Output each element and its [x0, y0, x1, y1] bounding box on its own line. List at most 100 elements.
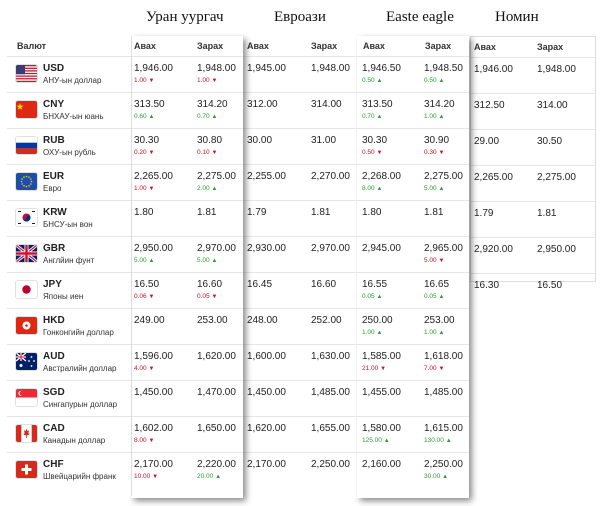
arrow-up-icon: ▲ [148, 114, 155, 120]
change-down-badge: 0.10 ▼ [197, 149, 218, 156]
sell-rate: 1,948.50 [424, 63, 463, 74]
currency-row-hkd: HKD Гонконгийн доллар [7, 308, 131, 345]
currency-name: БНСУ-ын вон [43, 220, 93, 229]
sell-rate: 253.00 [197, 315, 228, 326]
rate-row: 2,950.00 2,970.00 5.00 ▲ 5.00 ▲ [131, 236, 243, 273]
rate-row: 16.45 16.60 [244, 272, 356, 309]
rate-row: 30.30 30.80 0.20 ▼ 0.10 ▼ [131, 128, 243, 165]
buy-rate: 1,620.00 [247, 423, 286, 434]
sell-rate: 16.50 [537, 280, 563, 291]
gb-flag-icon [16, 245, 37, 262]
arrow-down-icon: ▼ [438, 366, 445, 372]
currency-row-jpy: JPY Японы иен [7, 272, 131, 309]
buy-rate: 1,600.00 [247, 351, 286, 362]
buy-rate: 313.50 [134, 99, 165, 110]
sell-rate: 1.81 [311, 207, 331, 218]
sell-rate: 16.60 [197, 279, 223, 290]
rate-row: 1,596.00 1,620.00 4.00 ▼ [131, 344, 243, 381]
sell-rate: 1,948.00 [197, 63, 236, 74]
sell-rate: 253.00 [424, 315, 455, 326]
currency-code: GBR [43, 243, 66, 254]
arrow-up-icon: ▲ [438, 186, 445, 192]
change-up-badge: 0.60 ▲ [134, 113, 155, 120]
arrow-up-icon: ▲ [211, 258, 218, 264]
rate-row: 1,585.00 1,618.00 21.00 ▼ 7.00 ▼ [357, 344, 469, 381]
arrow-down-icon: ▼ [376, 150, 383, 156]
currency-row-aud: AUD Австралийн доллар [7, 344, 131, 381]
buy-rate: 16.50 [134, 279, 160, 290]
buy-rate: 1,580.00 [362, 423, 401, 434]
cn-flag-icon [16, 101, 37, 118]
currency-row-gbr: GBR Англйин фунт [7, 236, 131, 273]
sell-rate: 2,250.00 [424, 459, 463, 470]
change-up-badge: 130.00 ▲ [424, 437, 452, 444]
buy-rate: 2,255.00 [247, 171, 286, 182]
sell-rate: 1,618.00 [424, 351, 463, 362]
sell-rate: 314.00 [311, 99, 342, 110]
bank-column-eagle: Авах Зарах 1,946.50 1,948.50 0.50 ▲ 0.50 ▲ 3… [357, 36, 469, 498]
currency-code: JPY [43, 279, 62, 290]
change-up-badge: 5.00 ▲ [134, 257, 155, 264]
currency-column: Валют USD АНУ-ын доллар CNY БНХАУ-ын юань RU… [7, 36, 132, 496]
eu-flag-icon [16, 173, 37, 190]
arrow-up-icon: ▲ [438, 330, 445, 336]
change-up-badge: 125.00 ▲ [362, 437, 390, 444]
sell-rate: 1,620.00 [197, 351, 236, 362]
sell-rate: 1,650.00 [197, 423, 236, 434]
buy-header: Авах [363, 41, 385, 51]
arrow-up-icon: ▲ [376, 330, 383, 336]
sell-rate: 1,470.00 [197, 387, 236, 398]
buy-rate: 2,265.00 [474, 172, 513, 183]
buy-rate: 250.00 [362, 315, 393, 326]
sell-rate: 2,275.00 [537, 172, 576, 183]
currency-row-cad: CAD Канадын доллар [7, 416, 131, 453]
currency-row-eur: EUR Евро [7, 164, 131, 201]
sell-rate: 31.00 [311, 135, 337, 146]
currency-code: CHF [43, 459, 64, 470]
change-up-badge: 20.00 ▲ [197, 473, 222, 480]
sg-flag-icon [16, 389, 37, 406]
buy-rate: 2,160.00 [362, 459, 401, 470]
arrow-down-icon: ▼ [438, 258, 445, 264]
arrow-up-icon: ▲ [376, 186, 383, 192]
rate-row: 2,170.00 2,220.00 10.00 ▼ 20.00 ▲ [131, 452, 243, 489]
change-down-badge: 1.00 ▼ [197, 77, 218, 84]
rate-row: 313.50 314.20 0.60 ▲ 0.70 ▲ [131, 92, 243, 129]
currency-name: Канадын доллар [43, 436, 106, 445]
sell-rate: 1,485.00 [424, 387, 463, 398]
ch-flag-icon [16, 461, 37, 478]
change-up-badge: 5.00 ▲ [197, 257, 218, 264]
rate-row: 2,160.00 2,250.00 30.00 ▲ [357, 452, 469, 489]
change-up-badge: 0.05 ▲ [424, 293, 445, 300]
arrow-down-icon: ▼ [211, 150, 218, 156]
buy-header: Авах [474, 42, 496, 52]
buy-rate: 1,450.00 [134, 387, 173, 398]
arrow-up-icon: ▲ [442, 474, 449, 480]
sell-rate: 2,275.00 [424, 171, 463, 182]
currency-name: ОХУ-ын рубль [43, 148, 96, 157]
rate-row: 250.00 253.00 1.00 ▲ 1.00 ▲ [357, 308, 469, 345]
arrow-up-icon: ▲ [211, 186, 218, 192]
rate-row: 1,946.50 1,948.50 0.50 ▲ 0.50 ▲ [357, 56, 469, 93]
arrow-up-icon: ▲ [376, 294, 383, 300]
buy-rate: 312.50 [474, 100, 505, 111]
change-down-badge: 7.00 ▼ [424, 365, 445, 372]
currency-code: KRW [43, 207, 67, 218]
rate-row: 16.30 16.50 [471, 273, 595, 310]
buy-rate: 1,596.00 [134, 351, 173, 362]
sell-rate: 1,485.00 [311, 387, 350, 398]
bank-title-uran: Уран уургач [146, 9, 224, 25]
change-up-badge: 30.00 ▲ [424, 473, 449, 480]
sell-rate: 1.81 [197, 207, 217, 218]
arrow-up-icon: ▲ [438, 114, 445, 120]
change-up-badge: 0.50 ▲ [362, 77, 383, 84]
buy-rate: 1,602.00 [134, 423, 173, 434]
arrow-up-icon: ▲ [438, 294, 445, 300]
sell-rate: 30.50 [537, 136, 563, 147]
currency-row-usd: USD АНУ-ын доллар [7, 56, 131, 93]
rate-row: 1.80 1.81 [357, 200, 469, 237]
currency-code: CNY [43, 99, 65, 110]
ru-flag-icon [16, 137, 37, 154]
arrow-up-icon: ▲ [445, 438, 452, 444]
currency-row-cny: CNY БНХАУ-ын юань [7, 92, 131, 129]
